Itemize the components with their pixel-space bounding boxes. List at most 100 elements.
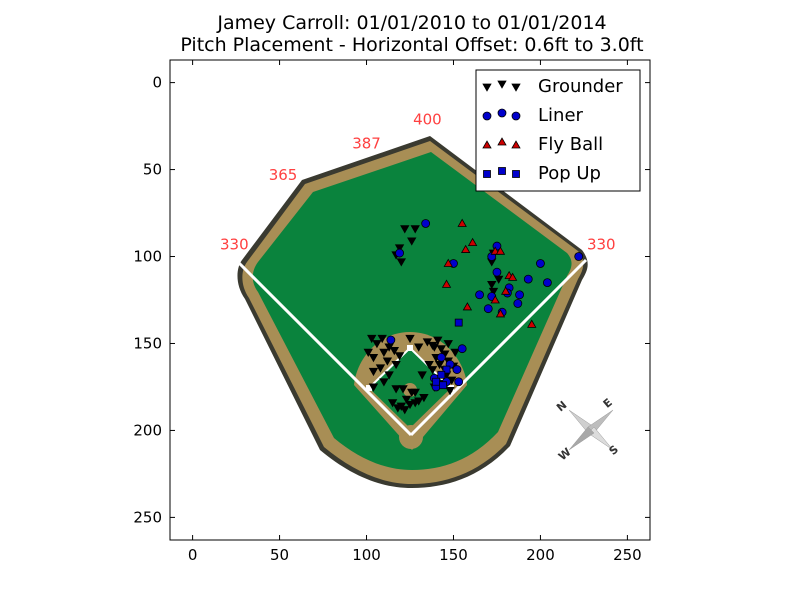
grounder-point: [363, 348, 373, 357]
grounder-point: [394, 244, 405, 253]
distance-label: 400: [413, 110, 442, 128]
liner-point: [536, 259, 545, 268]
fly-ball-point: [462, 302, 473, 311]
grounder-point: [384, 371, 394, 380]
legend-marker: [497, 137, 507, 146]
third-base: [366, 385, 372, 391]
chart-title: Jamey Carroll: 01/01/2010 to 01/01/2014: [217, 12, 607, 34]
legend-label: Liner: [538, 105, 584, 126]
grounder-point: [445, 387, 455, 396]
x-tick-label: 200: [526, 546, 555, 564]
grounder-point: [405, 334, 415, 344]
pop-up-point: [442, 365, 451, 374]
distance-labels: 330 365 387 400 330: [220, 110, 616, 253]
y-tick-label: 0: [152, 74, 162, 92]
fly-ball-point: [495, 246, 506, 255]
y-tick-label: 50: [143, 161, 162, 179]
grounder-point: [389, 347, 400, 356]
liner-point: [436, 352, 446, 362]
grounder-point: [368, 383, 379, 392]
grounder-point: [375, 364, 386, 373]
baseline-2-3: [368, 347, 411, 389]
distance-label: 387: [352, 135, 381, 153]
liner-point: [421, 219, 431, 228]
compass-arm-w: [568, 426, 595, 451]
liner-point: [523, 274, 533, 284]
foul-line-left: [236, 260, 413, 437]
grounder-point: [379, 348, 389, 357]
legend-marker: [483, 170, 491, 178]
grounder-point: [377, 334, 387, 344]
fly-ball-point: [467, 237, 478, 247]
liner-point: [574, 252, 584, 261]
grounder-point: [400, 225, 410, 234]
legend-marker: [498, 167, 506, 175]
grounder-point: [410, 225, 420, 234]
liner-point: [452, 365, 462, 374]
liner-point: [475, 290, 484, 300]
fly-ball-point: [500, 286, 511, 295]
pop-up-point: [437, 370, 446, 379]
fly-ball-point: [441, 279, 452, 288]
grounder-point: [379, 378, 389, 387]
grounder-point: [407, 237, 417, 246]
legend-marker: [511, 111, 521, 121]
compass-label-s: S: [607, 443, 621, 458]
x-axis: 0 50 100 150 200 250: [188, 60, 642, 564]
grounder-point: [429, 343, 440, 352]
legend-marker: [512, 170, 520, 178]
y-tick-label: 150: [133, 334, 162, 352]
grounder-point: [433, 336, 443, 345]
liner-point: [483, 304, 493, 314]
legend: Grounder Liner Fly Ball Pop Up: [475, 69, 641, 192]
grounder-point: [393, 404, 403, 413]
x-tick-label: 100: [352, 546, 381, 564]
compass-label-n: N: [554, 398, 569, 414]
legend-marker: [482, 140, 492, 149]
grounder-point: [424, 360, 434, 370]
distance-label: 330: [587, 236, 616, 254]
legend-label: Pop Up: [538, 163, 601, 184]
compass-label-e: E: [601, 396, 615, 411]
fly-ball-point: [527, 319, 537, 328]
liner-point: [386, 335, 396, 345]
grounder-point: [436, 345, 446, 354]
grounder-point: [417, 371, 427, 380]
x-tick-label: 0: [188, 546, 198, 564]
grounder-point: [382, 357, 393, 366]
x-tick-label: 50: [270, 546, 289, 564]
legend-label: Fly Ball: [538, 134, 603, 155]
compass-rose: N ESW: [554, 396, 621, 463]
grounder-point: [368, 367, 379, 377]
outfield-grass: [252, 152, 572, 470]
grounder-point: [488, 287, 499, 297]
y-tick-label: 250: [133, 508, 162, 526]
distance-label: 365: [269, 166, 298, 184]
grounder-point: [487, 280, 497, 290]
grounder-point: [391, 360, 401, 370]
foul-line-right: [409, 258, 588, 437]
liner-point: [542, 278, 552, 288]
y-tick-label: 100: [133, 248, 162, 266]
grounder-point: [372, 340, 382, 349]
grounder-point: [427, 366, 438, 375]
legend-marker: [482, 83, 492, 92]
fly-ball-point: [507, 272, 518, 281]
pop-up-point: [432, 377, 440, 386]
grounder-point: [401, 395, 412, 404]
liner-point: [492, 267, 502, 277]
legend-marker: [497, 80, 507, 89]
grounder-point: [368, 353, 379, 363]
grounder-point: [400, 406, 410, 415]
grounder-point: [367, 334, 377, 344]
y-axis: 0 50 100 150 200 250: [133, 74, 650, 526]
liner-point: [513, 299, 523, 308]
liner-point: [515, 290, 524, 300]
fly-ball-point: [490, 295, 500, 304]
grounder-point: [450, 348, 460, 357]
legend-marker: [511, 83, 521, 92]
grounder-point: [405, 400, 415, 410]
grounder-point: [398, 385, 408, 394]
second-base: [407, 345, 413, 351]
